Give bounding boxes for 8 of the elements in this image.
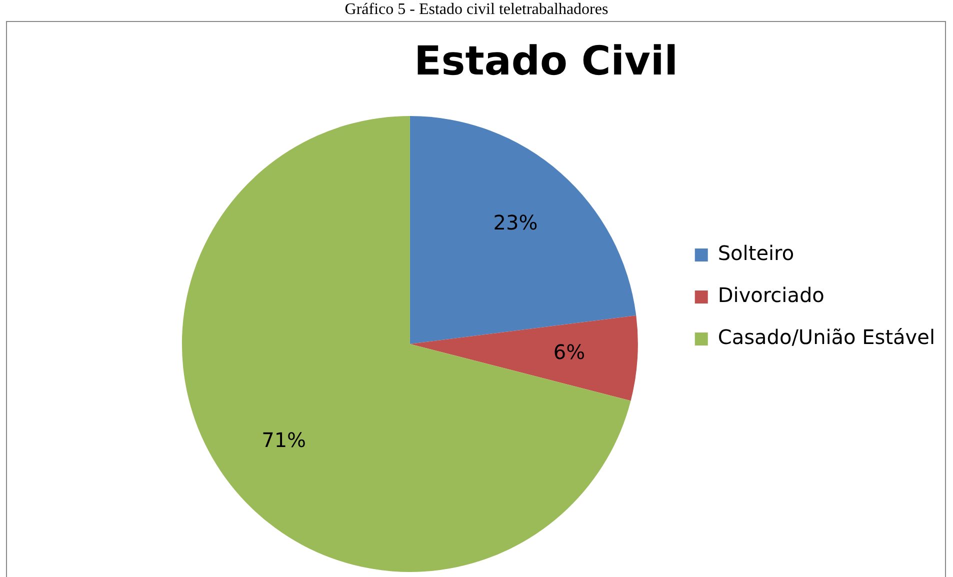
legend-label: Divorciado [718,283,824,308]
legend-label: Casado/União Estável [718,325,935,350]
data-label: 23% [493,210,538,234]
legend-label: Solteiro [718,241,794,266]
chart-title: Estado Civil [414,38,678,84]
data-label: 71% [262,428,306,452]
data-label: 6% [553,340,586,364]
text: Gráfico 5 - Estado civil teletrabalhadores [344,1,610,19]
